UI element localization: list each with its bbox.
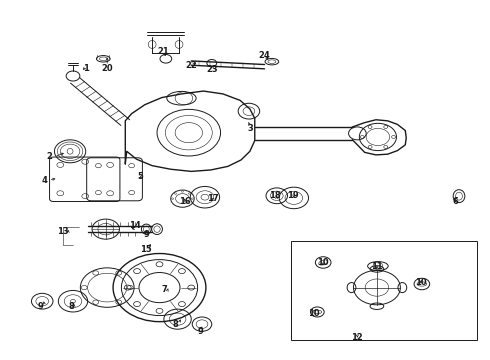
Text: 10: 10	[308, 309, 319, 318]
Text: 12: 12	[351, 333, 363, 342]
Text: 18: 18	[270, 190, 281, 199]
Text: 3: 3	[247, 123, 253, 132]
Text: 1: 1	[83, 64, 89, 73]
Text: 13: 13	[57, 228, 69, 237]
Text: 9: 9	[144, 230, 149, 239]
Text: 5: 5	[137, 172, 143, 181]
Text: 8: 8	[69, 302, 74, 311]
Text: 8: 8	[173, 320, 178, 329]
Text: 22: 22	[185, 61, 197, 70]
Text: 24: 24	[259, 51, 270, 60]
Text: 7: 7	[162, 285, 167, 294]
Text: 20: 20	[101, 64, 113, 73]
Text: 17: 17	[207, 194, 219, 203]
Text: 4: 4	[42, 176, 48, 185]
Text: 19: 19	[287, 190, 299, 199]
Text: 21: 21	[157, 47, 169, 56]
Text: 10: 10	[318, 258, 329, 267]
Text: 15: 15	[141, 246, 152, 255]
Text: 2: 2	[47, 152, 52, 161]
Text: 23: 23	[206, 65, 218, 74]
Text: 9: 9	[197, 327, 203, 336]
Text: 9: 9	[38, 302, 44, 311]
Text: 14: 14	[129, 221, 141, 230]
Bar	[292, 241, 477, 339]
Text: 6: 6	[452, 197, 458, 206]
Text: 10: 10	[415, 278, 427, 287]
Text: 11: 11	[371, 262, 383, 271]
Text: 16: 16	[179, 197, 191, 206]
